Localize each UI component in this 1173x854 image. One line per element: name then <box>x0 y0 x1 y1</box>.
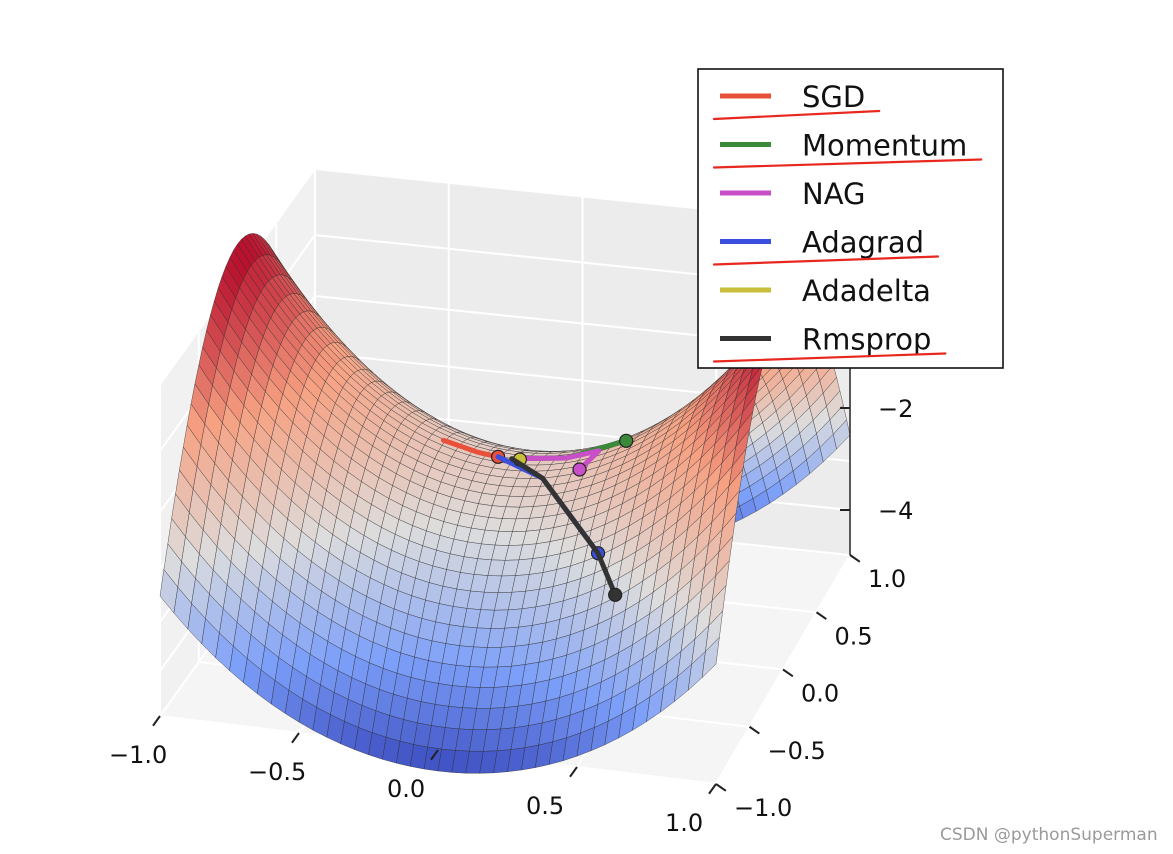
path-rmsprop <box>509 456 618 598</box>
legend-label-sgd: SGD <box>802 80 865 114</box>
y-tick-label: 1.0 <box>868 565 906 593</box>
x-tick-mark <box>569 766 578 778</box>
y-tick-label: 0.0 <box>801 680 839 708</box>
x-tick-mark <box>291 732 300 744</box>
y-tick-mark <box>815 611 827 620</box>
axis-ticks: −1.0−0.50.00.51.0−1.0−0.50.00.51.0−4−20 <box>109 225 913 837</box>
y-tick-label: −1.0 <box>734 794 792 822</box>
x-tick-label: 0.5 <box>526 792 564 820</box>
x-tick-mark <box>708 783 717 795</box>
x-tick-label: −1.0 <box>109 741 167 769</box>
marker-rmsprop <box>608 587 623 602</box>
legend: SGD Momentum NAG Adagrad Adadelta Rmsprop <box>697 68 1004 369</box>
surface-facet <box>701 636 720 679</box>
path-nag <box>509 448 602 472</box>
legend-label-momentum: Momentum <box>802 129 967 163</box>
y-tick-mark <box>782 668 794 678</box>
surface-mesh <box>159 233 851 774</box>
legend-underline-annotation <box>712 158 983 169</box>
y-tick-mark <box>748 725 760 735</box>
y-tick-label: −0.5 <box>768 737 826 765</box>
legend-box <box>697 68 1004 369</box>
z-tick-label: −2 <box>878 395 913 423</box>
marker-momentum <box>619 433 634 448</box>
y-tick-mark <box>715 783 727 792</box>
y-tick-mark <box>849 554 861 563</box>
legend-label-nag: NAG <box>802 177 866 211</box>
legend-label-adadelta: Adadelta <box>802 274 931 308</box>
marker-nag <box>572 462 587 477</box>
legend-underline-annotation <box>712 352 947 363</box>
y-tick-label: 0.5 <box>835 622 873 650</box>
optimizer-paths <box>441 433 634 602</box>
legend-underline-annotation <box>712 109 881 121</box>
legend-label-rmsprop: Rmsprop <box>802 323 931 357</box>
x-tick-label: 0.0 <box>387 775 425 803</box>
x-tick-label: 1.0 <box>665 809 703 837</box>
watermark: CSDN @pythonSuperman <box>940 825 1158 845</box>
x-tick-mark <box>430 749 439 761</box>
legend-underline-annotation <box>712 255 940 266</box>
x-tick-label: −0.5 <box>248 758 306 786</box>
z-tick-label: −4 <box>878 497 913 525</box>
x-tick-mark <box>152 715 161 727</box>
legend-label-adagrad: Adagrad <box>802 226 924 260</box>
